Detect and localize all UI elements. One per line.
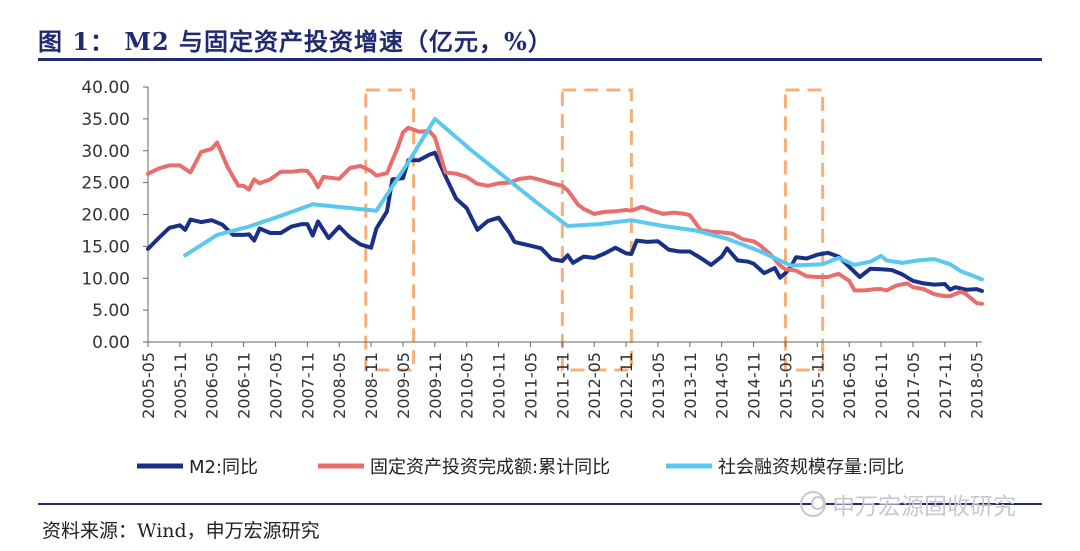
series-line-3 (183, 116, 984, 282)
top-rule (38, 58, 1042, 61)
y-tick-label: 25.00 (81, 174, 130, 194)
x-tick-label: 2010-11 (490, 352, 509, 419)
x-tick-label: 2016-05 (840, 352, 859, 419)
x-tick-label: 2015-11 (808, 352, 827, 419)
y-tick-label: 30.00 (81, 142, 130, 162)
source-note: 资料来源：Wind，申万宏源研究 (42, 520, 320, 542)
x-tick-label: 2008-11 (362, 352, 381, 419)
x-tick-label: 2014-11 (745, 352, 764, 419)
y-tick-label: 35.00 (81, 110, 130, 130)
x-tick-label: 2007-11 (298, 352, 317, 419)
x-tick-label: 2007-05 (266, 352, 285, 419)
watermark-text: 申万宏源固收研究 (832, 494, 1016, 520)
x-tick-label: 2012-05 (585, 352, 604, 419)
y-tick-label: 10.00 (81, 269, 130, 289)
x-tick-label: 2009-11 (426, 352, 445, 419)
wechat-icon (800, 491, 826, 517)
y-tick-label: 40.00 (81, 78, 130, 98)
series-line-1 (146, 150, 984, 293)
x-tick-label: 2013-11 (681, 352, 700, 419)
highlight-box-3 (783, 88, 825, 372)
x-tick-label: 2008-05 (330, 352, 349, 419)
y-tick-label: 0.00 (92, 333, 130, 353)
x-tick-label: 2010-05 (458, 352, 477, 419)
x-tick-label: 2013-05 (649, 352, 668, 419)
x-tick-label: 2011-11 (553, 352, 572, 419)
series-line-2 (146, 125, 984, 306)
x-tick-label: 2017-05 (904, 352, 923, 419)
watermark: 申万宏源固收研究 (800, 487, 1016, 521)
highlight-box-1 (364, 88, 416, 372)
x-tick-label: 2017-11 (936, 352, 955, 419)
x-tick-label: 2011-05 (521, 352, 540, 419)
x-tick-label: 2006-11 (235, 352, 254, 419)
x-tick-label: 2015-05 (776, 352, 795, 419)
x-tick-label: 2018-05 (968, 352, 987, 419)
axes: 0.00 5.00 10.00 15.00 20.00 25.00 30.00 35.00 40… (81, 78, 986, 419)
x-tick-label: 2005-05 (139, 352, 158, 419)
x-tick-label: 2012-11 (617, 352, 636, 419)
bottom-rule (38, 503, 1042, 505)
highlight-box-2 (560, 88, 633, 372)
x-tick-label: 2016-11 (872, 352, 891, 419)
x-tick-label: 2014-05 (713, 352, 732, 419)
x-tick-label: 2009-05 (394, 352, 413, 419)
legend: M2:同比 固定资产投资完成额:累计同比 社会融资规模存量:同比 (137, 457, 904, 478)
legend-label-3: 社会融资规模存量:同比 (718, 457, 904, 478)
x-tick-label: 2005-11 (171, 352, 190, 419)
series-lines (146, 116, 984, 306)
legend-label-2: 固定资产投资完成额:累计同比 (370, 457, 610, 478)
y-tick-label: 20.00 (81, 206, 130, 226)
x-tick-label: 2006-05 (203, 352, 222, 419)
y-tick-label: 5.00 (92, 301, 130, 321)
chart-title: 图 1： M2 与固定资产投资增速（亿元，%） (38, 27, 553, 56)
y-tick-label: 15.00 (81, 237, 130, 257)
legend-label-1: M2:同比 (189, 457, 258, 478)
highlight-periods (364, 88, 825, 372)
